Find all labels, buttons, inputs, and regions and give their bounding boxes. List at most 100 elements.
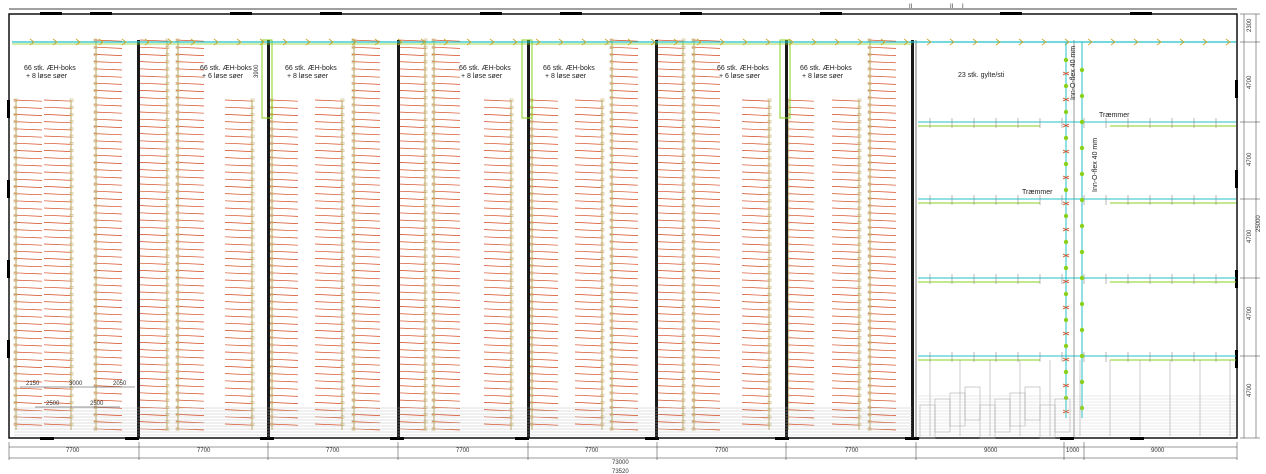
stall-divider [397,327,427,330]
valve-arrow-icon [719,38,725,46]
stall-divider [785,150,815,152]
stall-divider [431,334,461,337]
stall-divider [574,308,604,311]
stall-divider [655,370,685,373]
stall-divider [43,243,73,246]
stall-divider [431,399,461,402]
stall-divider [224,135,254,138]
valve-cross-icon [1062,331,1070,336]
stall-divider [609,313,639,316]
stall-divider [224,402,254,404]
valve-arrow-icon [1133,38,1139,46]
box-label-2a: 66 stk. ÆH-boks [200,65,252,72]
stall-divider [785,322,815,325]
stall-divider [139,133,169,136]
stall-divider [741,330,771,332]
stall-divider [529,286,559,289]
stall-divider [691,90,721,92]
pipe-label-lower: Inn-O-flex 40 mm [1092,138,1099,192]
stall-divider [397,385,427,388]
stall-divider [224,193,254,196]
stall-divider [224,330,254,332]
stall-divider [483,222,513,224]
stall-divider [397,183,427,186]
stall-divider [574,322,604,325]
stall-divider [785,387,815,390]
stall-divider [93,183,123,186]
stall-divider [43,157,73,160]
stall-divider [574,258,604,260]
slat-block [1024,386,1041,421]
stall-divider [529,380,559,383]
stall-divider [224,337,254,340]
stall-divider [655,399,685,402]
stall-divider [13,171,43,174]
stall-divider [13,279,43,282]
stall-divider [175,75,205,78]
stall-divider [785,380,815,383]
valve-arrow-icon [420,38,426,46]
bottom-dim: 7700 [715,448,729,454]
stall-divider [175,385,205,388]
stall-divider [269,358,299,361]
valve-cross-icon [1062,279,1070,284]
stall-divider [175,205,205,208]
stall-divider [691,334,721,337]
stall-divider [609,284,639,287]
stall-divider [529,409,559,412]
stall-divider [609,61,639,64]
stall-divider [314,207,344,210]
stall-divider [831,351,861,354]
window-mark [1235,270,1238,288]
valve-arrow-icon [144,38,150,46]
stall-divider [269,200,299,203]
pen-label: 23 stk. gylte/sti [958,72,1005,79]
right-dim: 2300 [1247,18,1253,32]
pen-wall [267,40,270,438]
stall-divider [867,421,897,424]
stall-divider [13,178,43,181]
stall-divider [574,373,604,376]
feed-corridor [779,39,791,119]
stall-divider [785,301,815,304]
stall-divider [43,423,73,426]
window-mark [230,12,252,15]
stall-divider [609,226,639,229]
stall-divider [867,370,897,373]
stall-row [483,98,514,430]
window-mark [320,12,342,15]
stall-divider [93,370,123,373]
stall-divider [43,150,73,152]
stall-divider [397,392,427,395]
slat-block [934,398,951,433]
stall-divider [224,171,254,174]
stall-divider [351,392,381,395]
stall-divider [13,200,43,203]
stall-divider [574,351,604,354]
stall-divider [13,322,43,325]
stall-divider [785,142,815,145]
stall-divider [529,373,559,376]
stall-divider [175,219,205,222]
stall-divider [13,99,43,102]
stall-divider [483,200,513,203]
stall-divider [431,183,461,186]
stall-divider [655,226,685,229]
stall-divider [13,236,43,239]
stall-divider [175,162,205,164]
stall-divider [785,358,815,361]
stall-divider [529,423,559,426]
stall-divider [13,207,43,210]
valve-arrow-icon [466,38,472,46]
stall-divider [314,171,344,174]
bottom-dim: 7700 [66,448,80,454]
stall-divider [269,301,299,304]
pen-wall [527,40,530,438]
stall-divider [43,373,73,376]
stall-divider [867,255,897,258]
stall-divider [691,68,721,71]
stall-divider [13,142,43,145]
stall-divider [529,294,559,296]
stall-divider [397,291,427,294]
stall-divider [43,207,73,210]
